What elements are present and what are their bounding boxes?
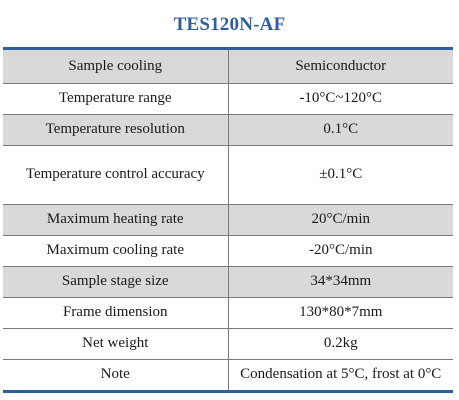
row-key: Temperature resolution bbox=[3, 114, 229, 146]
row-key: Sample stage size bbox=[3, 266, 229, 298]
table-top-rule bbox=[3, 47, 453, 51]
table-row-maximum-heating-rate: Maximum heating rate 20°C/min bbox=[3, 204, 453, 236]
table-bottom-rule bbox=[3, 389, 453, 393]
table-row-net-weight: Net weight 0.2kg bbox=[3, 328, 453, 360]
row-key: Temperature range bbox=[3, 83, 229, 115]
row-value: 34*34mm bbox=[228, 266, 453, 298]
row-value: ±0.1°C bbox=[228, 145, 453, 205]
table-row-frame-dimension: Frame dimension 130*80*7mm bbox=[3, 297, 453, 329]
table-row-temperature-resolution: Temperature resolution 0.1°C bbox=[3, 114, 453, 146]
row-value: -10°C~120°C bbox=[228, 83, 453, 115]
row-value: -20°C/min bbox=[228, 235, 453, 267]
row-key: Maximum heating rate bbox=[3, 204, 229, 236]
row-key: Maximum cooling rate bbox=[3, 235, 229, 267]
row-key: Temperature control accuracy bbox=[3, 145, 229, 205]
row-value: 20°C/min bbox=[228, 204, 453, 236]
spec-title: TES120N-AF bbox=[173, 14, 286, 35]
table-row-temperature-range: Temperature range -10°C~120°C bbox=[3, 83, 453, 115]
table-row-sample-cooling: Sample cooling Semiconductor bbox=[3, 50, 453, 84]
row-key: Frame dimension bbox=[3, 297, 229, 329]
row-value: Condensation at 5°C, frost at 0°C bbox=[240, 366, 442, 383]
row-value: 0.2kg bbox=[228, 328, 453, 360]
row-value: 130*80*7mm bbox=[228, 297, 453, 329]
row-key: Net weight bbox=[3, 328, 229, 360]
row-key: Note bbox=[3, 359, 229, 390]
row-key: Sample cooling bbox=[3, 50, 229, 84]
row-value: Semiconductor bbox=[228, 50, 453, 84]
table-row-note: Note Condensation at 5°C, frost at 0°C bbox=[3, 359, 453, 390]
table-row-maximum-cooling-rate: Maximum cooling rate -20°C/min bbox=[3, 235, 453, 267]
table-row-sample-stage-size: Sample stage size 34*34mm bbox=[3, 266, 453, 298]
row-value: 0.1°C bbox=[228, 114, 453, 146]
spec-table: Sample cooling Semiconductor Temperature… bbox=[3, 47, 453, 393]
table-row-temperature-control-accuracy: Temperature control accuracy ±0.1°C bbox=[3, 145, 453, 205]
